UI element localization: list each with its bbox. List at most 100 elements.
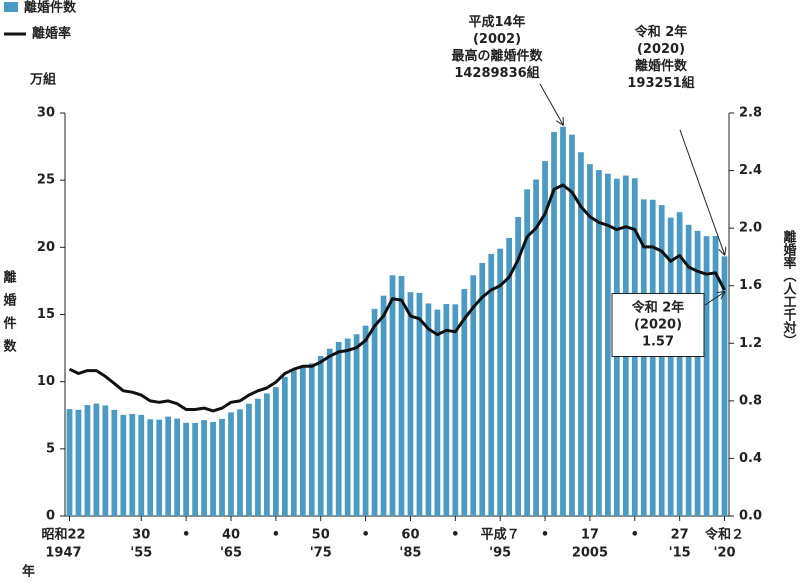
bar xyxy=(344,338,351,516)
bar xyxy=(515,216,522,516)
annotation-text: 1.57 xyxy=(642,335,674,350)
bar xyxy=(488,253,495,517)
annotation-arrow xyxy=(679,129,725,254)
bar xyxy=(569,134,575,516)
x-tick-label: 昭和22 xyxy=(41,527,85,543)
bar xyxy=(685,224,692,517)
y2-tick-label: 2.4 xyxy=(739,163,762,178)
y-unit: 万組 xyxy=(29,72,56,88)
x-tick-label: 令和２ xyxy=(705,527,744,543)
x-tick-label: • xyxy=(631,528,639,543)
y2-tick-label: 0.4 xyxy=(739,451,762,466)
bar xyxy=(712,235,719,517)
bar xyxy=(407,292,414,516)
bar xyxy=(389,275,396,516)
bar xyxy=(255,398,261,516)
y-tick-label: 15 xyxy=(37,307,55,322)
y-tick-label: 0 xyxy=(46,509,55,524)
annotation-text: 令和 2年 xyxy=(632,300,685,316)
bar xyxy=(470,275,477,516)
bar xyxy=(299,365,306,516)
x-tick-label: 27 xyxy=(671,528,689,543)
bar xyxy=(138,414,145,516)
bar xyxy=(219,418,225,516)
x-tick-label-2: '65 xyxy=(220,546,242,561)
bar xyxy=(658,205,665,517)
bar xyxy=(201,420,207,516)
y2-tick-label: 2.0 xyxy=(739,221,762,236)
bar xyxy=(676,212,683,516)
bar xyxy=(290,370,297,516)
bar xyxy=(560,126,566,517)
bar xyxy=(183,422,190,516)
x-tick-label-2: 2005 xyxy=(572,546,608,561)
bar xyxy=(165,416,172,516)
bar xyxy=(362,325,369,516)
bar xyxy=(416,292,423,516)
bar xyxy=(425,303,432,516)
bar xyxy=(578,152,584,516)
bar xyxy=(533,179,539,516)
bar xyxy=(120,414,127,516)
x-tick-label-2: 1947 xyxy=(45,546,81,561)
bar xyxy=(497,248,504,516)
bar xyxy=(596,170,602,516)
annotation-text: 令和 2年 xyxy=(635,24,688,40)
y2-axis-title: 離婚率（人工千対） xyxy=(781,229,798,347)
bar xyxy=(524,189,530,516)
x-tick-label: 17 xyxy=(581,528,599,543)
bar xyxy=(237,409,243,516)
bar xyxy=(371,308,378,516)
x-unit: 年 xyxy=(22,564,35,580)
x-tick-label-2: '15 xyxy=(669,546,691,561)
y-tick-label: 25 xyxy=(37,173,55,188)
bar xyxy=(156,419,163,516)
x-tick-label-2: '55 xyxy=(130,546,152,561)
bar xyxy=(398,275,405,516)
bar xyxy=(640,199,647,516)
bar xyxy=(129,413,136,516)
y2-tick-label: 0.8 xyxy=(739,393,762,408)
bar xyxy=(479,263,486,516)
bar xyxy=(649,199,656,516)
y2-tick-label: 1.2 xyxy=(739,336,762,351)
x-tick-label-2: '20 xyxy=(713,546,735,561)
bar xyxy=(66,409,73,516)
bar xyxy=(111,409,118,516)
bar xyxy=(721,256,728,516)
y-tick-label: 10 xyxy=(37,374,55,389)
bar xyxy=(147,419,154,516)
bar xyxy=(192,422,198,516)
legend-label: 離婚率 xyxy=(32,26,71,42)
annotation-text: (2020) xyxy=(637,42,685,57)
bar xyxy=(246,403,252,516)
bar xyxy=(587,164,593,516)
y2-tick-label: 1.6 xyxy=(739,278,762,293)
annotation-text: 14289836組 xyxy=(454,65,539,81)
bar xyxy=(102,405,109,516)
bar xyxy=(604,173,611,516)
x-tick-label: 50 xyxy=(312,528,330,543)
annotation-text: 離婚件数 xyxy=(635,58,688,74)
annotation-arrow xyxy=(539,83,563,125)
y-axis-title: 離婚件数 xyxy=(1,269,17,362)
bar xyxy=(506,237,513,516)
bar xyxy=(75,409,82,516)
y-tick-label: 30 xyxy=(37,106,55,121)
bar xyxy=(308,363,315,516)
x-tick-label: • xyxy=(361,528,369,543)
bar xyxy=(84,405,91,516)
bar xyxy=(281,376,288,516)
y-tick-label: 5 xyxy=(46,441,55,456)
annotation-arrow xyxy=(704,292,725,306)
bar xyxy=(380,295,387,516)
bar xyxy=(317,356,324,516)
x-tick-label-2: '85 xyxy=(399,546,421,561)
x-tick-label: • xyxy=(451,528,459,543)
x-tick-label: 平成７ xyxy=(481,527,520,543)
y-tick-label: 20 xyxy=(37,240,55,255)
bar xyxy=(228,412,234,516)
x-tick-label-2: '95 xyxy=(489,546,511,561)
y2-tick-label: 0.0 xyxy=(739,509,762,524)
bar xyxy=(335,342,342,516)
